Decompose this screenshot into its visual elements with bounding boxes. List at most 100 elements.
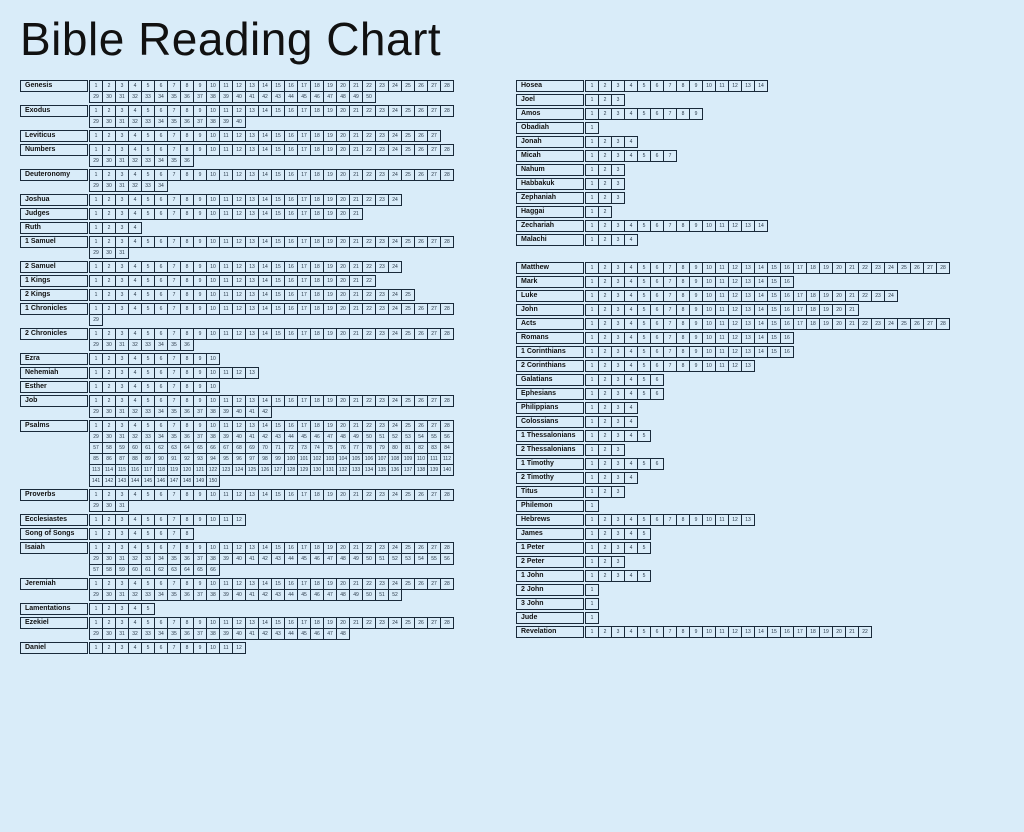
chapter-cell[interactable]: 1	[89, 289, 103, 301]
chapter-cell[interactable]: 1	[89, 208, 103, 220]
chapter-cell[interactable]: 10	[206, 489, 220, 501]
chapter-cell[interactable]: 30	[102, 589, 116, 601]
chapter-cell[interactable]: 132	[336, 464, 350, 476]
chapter-cell[interactable]: 5	[141, 236, 155, 248]
chapter-cell[interactable]: 60	[128, 564, 142, 576]
chapter-cell[interactable]: 34	[154, 180, 168, 192]
chapter-cell[interactable]: 3	[115, 261, 129, 273]
chapter-cell[interactable]: 5	[637, 220, 651, 232]
chapter-cell[interactable]: 13	[245, 303, 259, 315]
chapter-cell[interactable]: 2	[102, 642, 116, 654]
chapter-cell[interactable]: 34	[154, 628, 168, 640]
chapter-cell[interactable]: 18	[806, 318, 820, 330]
chapter-cell[interactable]: 2	[102, 194, 116, 206]
chapter-cell[interactable]: 25	[401, 105, 415, 117]
chapter-cell[interactable]: 4	[128, 303, 142, 315]
chapter-cell[interactable]: 7	[167, 169, 181, 181]
chapter-cell[interactable]: 7	[167, 194, 181, 206]
chapter-cell[interactable]: 31	[115, 180, 129, 192]
chapter-cell[interactable]: 48	[336, 91, 350, 103]
chapter-cell[interactable]: 12	[232, 489, 246, 501]
chapter-cell[interactable]: 9	[193, 353, 207, 365]
chapter-cell[interactable]: 26	[414, 130, 428, 142]
chapter-cell[interactable]: 16	[780, 304, 794, 316]
chapter-cell[interactable]: 31	[115, 116, 129, 128]
chapter-cell[interactable]: 10	[206, 328, 220, 340]
chapter-cell[interactable]: 13	[245, 236, 259, 248]
chapter-cell[interactable]: 4	[624, 542, 638, 554]
chapter-cell[interactable]: 24	[388, 236, 402, 248]
chapter-cell[interactable]: 4	[128, 236, 142, 248]
chapter-cell[interactable]: 3	[115, 603, 129, 615]
chapter-cell[interactable]: 1	[585, 192, 599, 204]
chapter-cell[interactable]: 18	[310, 144, 324, 156]
chapter-cell[interactable]: 13	[245, 289, 259, 301]
chapter-cell[interactable]: 2	[102, 528, 116, 540]
chapter-cell[interactable]: 21	[349, 303, 363, 315]
chapter-cell[interactable]: 32	[128, 180, 142, 192]
chapter-cell[interactable]: 2	[598, 346, 612, 358]
chapter-cell[interactable]: 22	[362, 261, 376, 273]
chapter-cell[interactable]: 23	[871, 318, 885, 330]
chapter-cell[interactable]: 1	[89, 367, 103, 379]
chapter-cell[interactable]: 27	[427, 489, 441, 501]
chapter-cell[interactable]: 47	[323, 553, 337, 565]
chapter-cell[interactable]: 3	[611, 94, 625, 106]
chapter-cell[interactable]: 125	[245, 464, 259, 476]
chapter-cell[interactable]: 6	[650, 332, 664, 344]
chapter-cell[interactable]: 2	[598, 444, 612, 456]
chapter-cell[interactable]: 4	[624, 472, 638, 484]
chapter-cell[interactable]: 36	[180, 155, 194, 167]
chapter-cell[interactable]: 18	[310, 289, 324, 301]
chapter-cell[interactable]: 10	[206, 353, 220, 365]
chapter-cell[interactable]: 27	[427, 144, 441, 156]
chapter-cell[interactable]: 41	[245, 589, 259, 601]
chapter-cell[interactable]: 45	[297, 628, 311, 640]
chapter-cell[interactable]: 19	[323, 303, 337, 315]
chapter-cell[interactable]: 9	[689, 346, 703, 358]
chapter-cell[interactable]: 5	[637, 430, 651, 442]
chapter-cell[interactable]: 43	[271, 628, 285, 640]
chapter-cell[interactable]: 9	[193, 208, 207, 220]
chapter-cell[interactable]: 20	[336, 236, 350, 248]
chapter-cell[interactable]: 22	[362, 105, 376, 117]
chapter-cell[interactable]: 35	[167, 589, 181, 601]
chapter-cell[interactable]: 3	[611, 528, 625, 540]
chapter-cell[interactable]: 14	[258, 208, 272, 220]
chapter-cell[interactable]: 32	[128, 155, 142, 167]
chapter-cell[interactable]: 19	[323, 395, 337, 407]
chapter-cell[interactable]: 26	[414, 169, 428, 181]
chapter-cell[interactable]: 6	[650, 304, 664, 316]
chapter-cell[interactable]: 126	[258, 464, 272, 476]
chapter-cell[interactable]: 40	[232, 589, 246, 601]
chapter-cell[interactable]: 18	[310, 130, 324, 142]
chapter-cell[interactable]: 35	[167, 91, 181, 103]
chapter-cell[interactable]: 31	[115, 406, 129, 418]
chapter-cell[interactable]: 11	[219, 303, 233, 315]
chapter-cell[interactable]: 18	[806, 262, 820, 274]
chapter-cell[interactable]: 4	[128, 381, 142, 393]
chapter-cell[interactable]: 12	[232, 289, 246, 301]
chapter-cell[interactable]: 8	[180, 528, 194, 540]
chapter-cell[interactable]: 2	[598, 542, 612, 554]
chapter-cell[interactable]: 1	[585, 402, 599, 414]
chapter-cell[interactable]: 4	[624, 514, 638, 526]
chapter-cell[interactable]: 11	[715, 80, 729, 92]
chapter-cell[interactable]: 20	[336, 303, 350, 315]
chapter-cell[interactable]: 1	[585, 374, 599, 386]
chapter-cell[interactable]: 11	[715, 318, 729, 330]
chapter-cell[interactable]: 3	[115, 642, 129, 654]
chapter-cell[interactable]: 10	[206, 289, 220, 301]
chapter-cell[interactable]: 12	[232, 194, 246, 206]
chapter-cell[interactable]: 29	[89, 314, 103, 326]
chapter-cell[interactable]: 45	[297, 91, 311, 103]
chapter-cell[interactable]: 19	[323, 105, 337, 117]
chapter-cell[interactable]: 5	[637, 388, 651, 400]
chapter-cell[interactable]: 16	[284, 303, 298, 315]
chapter-cell[interactable]: 2	[598, 402, 612, 414]
chapter-cell[interactable]: 2	[598, 514, 612, 526]
chapter-cell[interactable]: 26	[414, 328, 428, 340]
chapter-cell[interactable]: 63	[167, 564, 181, 576]
chapter-cell[interactable]: 6	[154, 367, 168, 379]
chapter-cell[interactable]: 26	[414, 617, 428, 629]
